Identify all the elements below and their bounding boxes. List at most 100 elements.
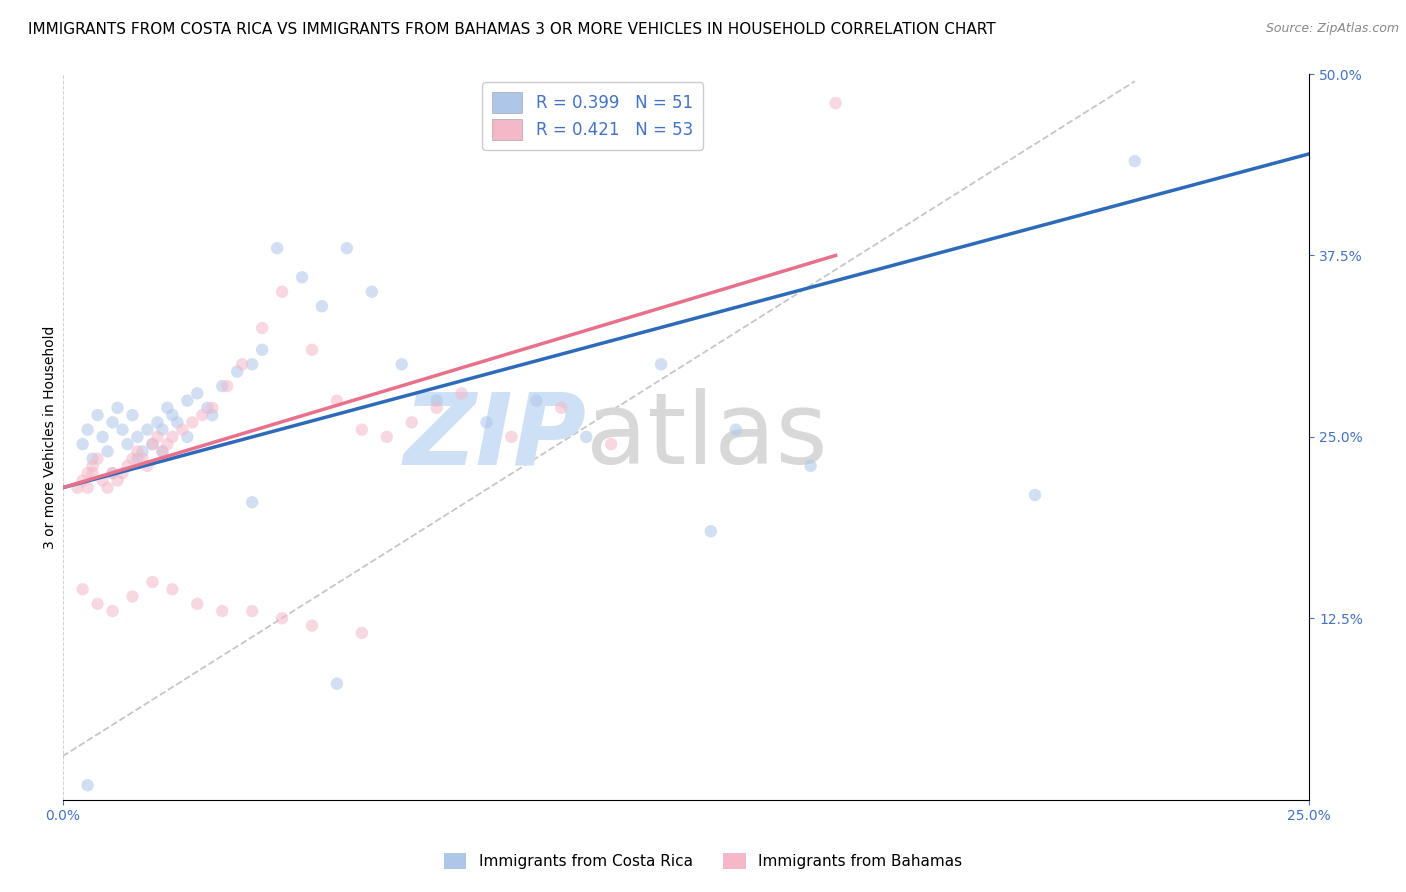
Point [131,444,153,458]
Point [76,423,98,437]
Point [350,423,373,437]
Point [271,611,294,625]
Point [301,618,323,632]
Point [96,481,118,495]
Point [127,430,149,444]
Point [231,357,253,371]
Point [301,343,323,357]
Point [166,416,188,430]
Point [201,408,224,422]
Point [101,604,124,618]
Point [217,379,239,393]
Point [240,357,263,371]
Point [146,430,169,444]
Legend: Immigrants from Costa Rica, Immigrants from Bahamas: Immigrants from Costa Rica, Immigrants f… [437,847,969,875]
Point [326,393,349,408]
Point [86,451,108,466]
Point [141,437,163,451]
Point [162,430,184,444]
Point [86,597,108,611]
Text: ZIP: ZIP [404,388,586,485]
Point [72,437,94,451]
Point [146,416,169,430]
Point [211,379,233,393]
Point [111,423,134,437]
Point [121,451,143,466]
Text: Source: ZipAtlas.com: Source: ZipAtlas.com [1265,22,1399,36]
Point [291,270,314,285]
Point [111,466,134,480]
Point [127,451,149,466]
Point [195,401,218,415]
Point [66,481,89,495]
Point [82,458,104,473]
Point [336,241,359,255]
Point [101,466,124,480]
Point [172,423,194,437]
Point [181,416,204,430]
Point [136,458,159,473]
Point [152,444,174,458]
Point [475,416,498,430]
Point [600,437,623,451]
Legend: R = 0.399   N = 51, R = 0.421   N = 53: R = 0.399 N = 51, R = 0.421 N = 53 [482,82,703,150]
Point [76,481,98,495]
Point [186,597,208,611]
Point [201,401,224,415]
Point [350,625,373,640]
Point [91,430,114,444]
Point [82,451,104,466]
Point [391,357,413,371]
Point [240,495,263,509]
Point [127,444,149,458]
Point [524,393,547,408]
Point [191,408,214,422]
Point [121,408,143,422]
Point [152,423,174,437]
Point [186,386,208,401]
Text: IMMIGRANTS FROM COSTA RICA VS IMMIGRANTS FROM BAHAMAS 3 OR MORE VEHICLES IN HOUS: IMMIGRANTS FROM COSTA RICA VS IMMIGRANTS… [28,22,995,37]
Point [271,285,294,299]
Point [1123,154,1146,169]
Point [101,466,124,480]
Point [107,474,129,488]
Point [96,444,118,458]
Point [226,365,249,379]
Point [1024,488,1046,502]
Point [107,401,129,415]
Point [86,408,108,422]
Point [156,437,179,451]
Point [575,430,598,444]
Point [211,604,233,618]
Point [131,451,153,466]
Point [426,393,449,408]
Point [700,524,723,539]
Point [101,416,124,430]
Point [117,458,139,473]
Point [162,582,184,597]
Point [724,423,747,437]
Point [326,676,349,690]
Point [176,430,198,444]
Point [240,604,263,618]
Point [426,401,449,415]
Point [136,423,159,437]
Point [152,444,174,458]
Point [824,96,846,111]
Point [550,401,572,415]
Point [72,582,94,597]
Point [266,241,288,255]
Point [800,458,823,473]
Point [650,357,672,371]
Point [176,393,198,408]
Point [76,466,98,480]
Point [82,466,104,480]
Point [141,437,163,451]
Y-axis label: 3 or more Vehicles in Household: 3 or more Vehicles in Household [44,326,58,549]
Point [76,778,98,792]
Point [162,408,184,422]
Point [450,386,472,401]
Point [360,285,382,299]
Point [121,590,143,604]
Text: atlas: atlas [586,388,828,485]
